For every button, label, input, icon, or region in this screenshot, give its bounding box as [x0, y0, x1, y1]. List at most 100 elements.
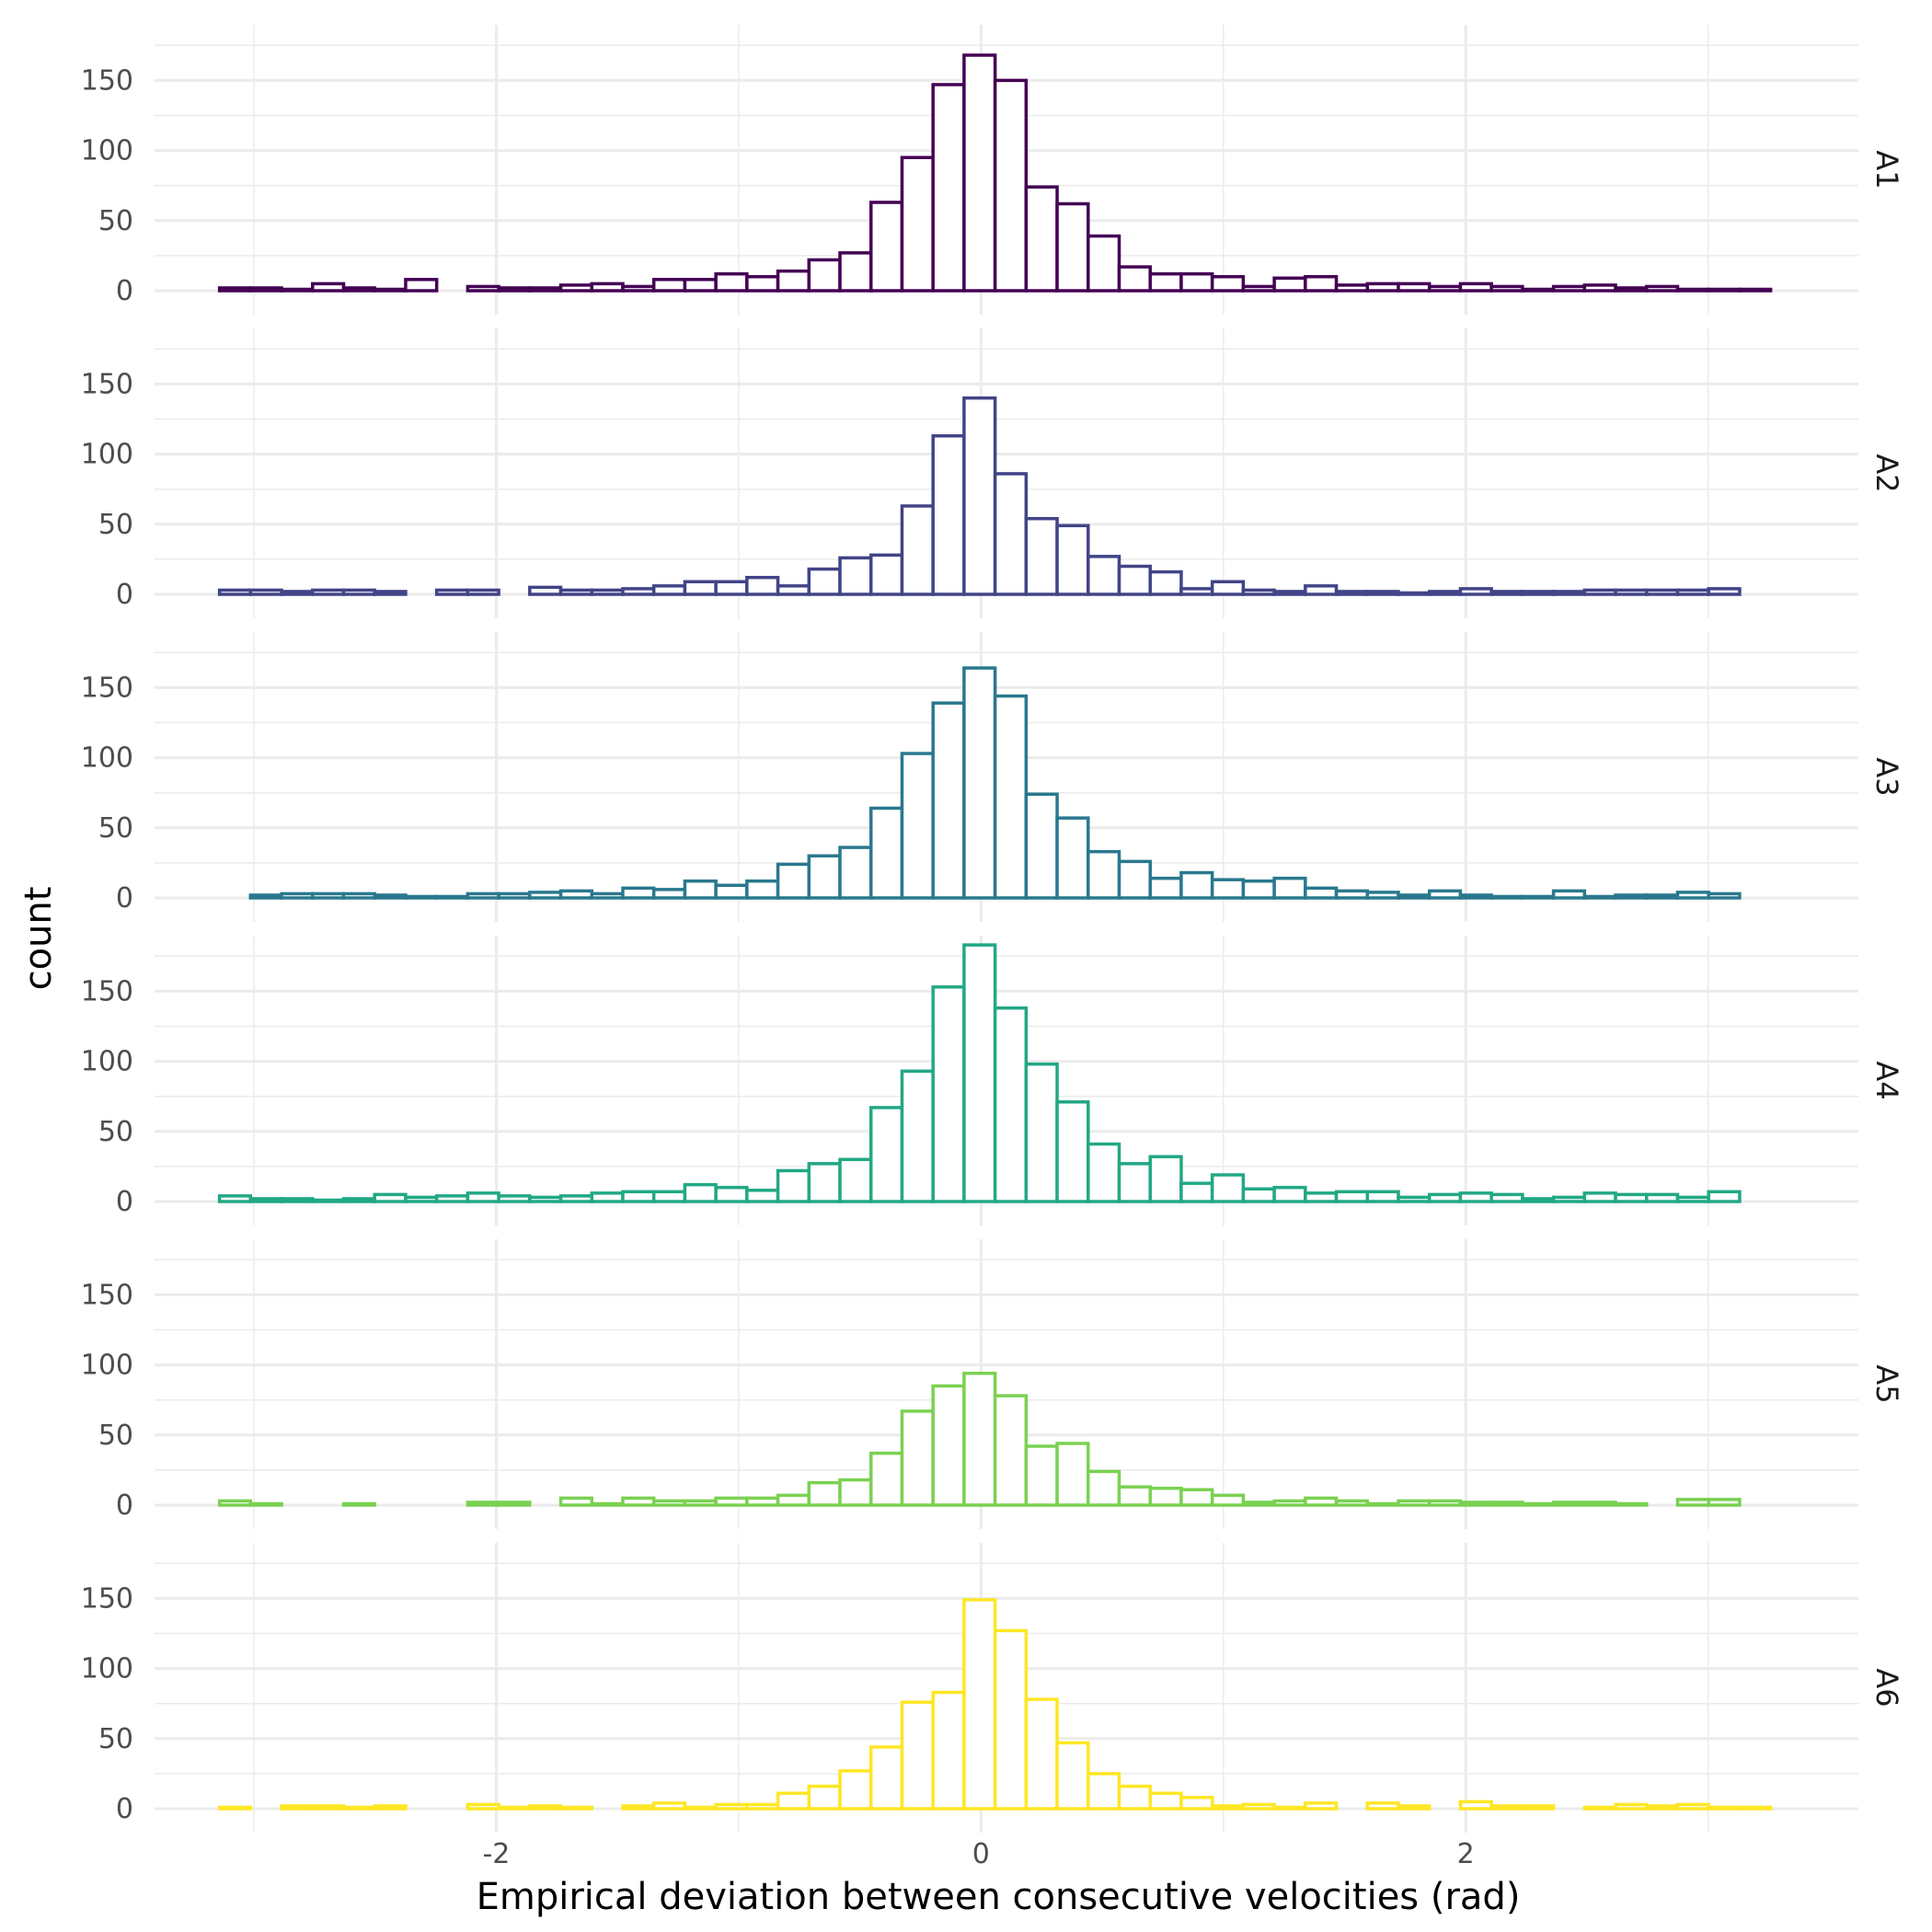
histogram-bar — [1055, 816, 1090, 900]
y-tick-label: 50 — [98, 1420, 133, 1452]
facet-panel-A6: 0 50 100 150 A6 — [81, 1543, 1904, 1833]
histogram-bar — [1148, 569, 1183, 596]
histogram-bar — [621, 886, 656, 900]
histogram-bar — [1304, 1801, 1339, 1811]
histogram-bar — [651, 1499, 687, 1507]
histogram-bar — [1397, 1804, 1432, 1811]
histogram-bar — [528, 1804, 563, 1811]
y-tick-label: 50 — [98, 205, 133, 237]
histogram-bar — [1334, 1190, 1370, 1203]
histogram-bar — [962, 396, 997, 596]
histogram-bar — [311, 282, 346, 293]
histogram-bar — [1055, 1741, 1090, 1811]
histogram-bar — [1675, 1802, 1710, 1811]
histogram-bar — [683, 580, 718, 596]
histogram-bar — [1675, 1498, 1710, 1507]
histogram-bar — [1024, 185, 1059, 293]
histogram-bar — [1210, 1493, 1246, 1507]
histogram-bar — [1614, 893, 1649, 900]
histogram-bar — [373, 287, 408, 293]
histogram-bar — [341, 588, 376, 596]
facet-strip-label: A6 — [1869, 1668, 1904, 1707]
y-tick-label: 100 — [81, 1653, 133, 1685]
histogram-bar — [714, 1496, 749, 1507]
histogram-bar — [1334, 889, 1370, 900]
y-tick-label: 50 — [98, 509, 133, 541]
histogram-bar — [1117, 1162, 1152, 1203]
histogram-bar — [900, 504, 935, 596]
histogram-bar — [1024, 1697, 1059, 1811]
histogram-bar — [993, 694, 1029, 900]
histogram-bar — [1148, 271, 1183, 293]
facet-strip-label: A2 — [1869, 454, 1904, 492]
histogram-bar — [1707, 1190, 1742, 1203]
histogram-bar — [900, 1700, 935, 1811]
histogram-bar — [558, 1496, 594, 1507]
y-tick-label: 0 — [116, 1793, 133, 1825]
histogram-bar — [558, 889, 594, 900]
histogram-bar — [1272, 276, 1307, 293]
histogram-bar — [1272, 1186, 1307, 1203]
y-tick-label: 150 — [81, 1582, 133, 1615]
histogram-bar — [217, 588, 253, 596]
histogram-bar — [962, 943, 997, 1203]
histogram-bar — [1024, 516, 1059, 596]
histogram-bar — [528, 286, 563, 293]
histogram-bar — [590, 588, 625, 596]
histogram-bar — [1458, 1191, 1493, 1203]
histogram-bar — [1707, 287, 1742, 293]
histogram-bar — [1024, 1062, 1059, 1203]
histogram-bar — [1117, 1485, 1152, 1507]
histogram-bar — [1087, 1772, 1121, 1811]
histogram-bar — [1241, 1187, 1276, 1203]
histogram-bar — [621, 1190, 656, 1203]
histogram-bar — [683, 879, 718, 900]
histogram-bar — [558, 1194, 594, 1203]
histogram-bar — [838, 845, 873, 900]
histogram-bar — [868, 1745, 904, 1811]
histogram-bar — [341, 1501, 376, 1507]
histogram-bar — [776, 1791, 811, 1811]
histogram-bar — [311, 1198, 346, 1203]
histogram-bar — [466, 891, 500, 900]
histogram-bar — [1645, 1804, 1680, 1811]
histogram-bar — [1365, 1801, 1400, 1811]
histogram-bars-A4 — [217, 943, 1742, 1203]
histogram-bar — [1087, 1142, 1121, 1203]
histogram-bar — [1582, 1501, 1617, 1507]
histogram-bar — [1365, 590, 1400, 596]
histogram-bar — [497, 286, 532, 293]
histogram-bar — [1272, 1805, 1307, 1811]
histogram-bar — [528, 1195, 563, 1203]
y-tick-label: 50 — [98, 812, 133, 845]
histogram-bar — [497, 891, 532, 900]
histogram-bar — [1551, 889, 1587, 900]
histogram-bars-A2 — [217, 396, 1742, 596]
y-tick-label: 50 — [98, 1723, 133, 1755]
histogram-bar — [900, 752, 935, 900]
histogram-bar — [1521, 1197, 1556, 1203]
histogram-bar — [838, 1769, 873, 1811]
histogram-bar — [1521, 894, 1556, 900]
histogram-bar — [962, 53, 997, 293]
histogram-bar — [404, 894, 439, 900]
histogram-bar — [497, 1194, 532, 1203]
histogram-bar — [1551, 1501, 1587, 1507]
facet-panel-A5: 0 50 100 150 A5 — [81, 1239, 1904, 1529]
histogram-bar — [280, 1197, 315, 1203]
histogram-bar — [868, 553, 904, 596]
histogram-bar — [1272, 876, 1307, 900]
histogram-bar — [868, 1451, 904, 1507]
histogram-bar — [217, 1194, 253, 1203]
histogram-bar — [931, 985, 966, 1203]
histogram-bar — [807, 854, 842, 900]
histogram-bar — [1272, 590, 1307, 596]
histogram-bar — [1117, 1784, 1152, 1811]
histogram-bar — [931, 1384, 966, 1507]
histogram-bar — [466, 1802, 500, 1811]
histogram-bar — [1645, 1192, 1680, 1203]
histogram-bar — [1397, 893, 1432, 900]
histogram-bar — [714, 1802, 749, 1811]
histogram-bar — [714, 580, 749, 596]
histogram-bar — [1210, 275, 1246, 293]
